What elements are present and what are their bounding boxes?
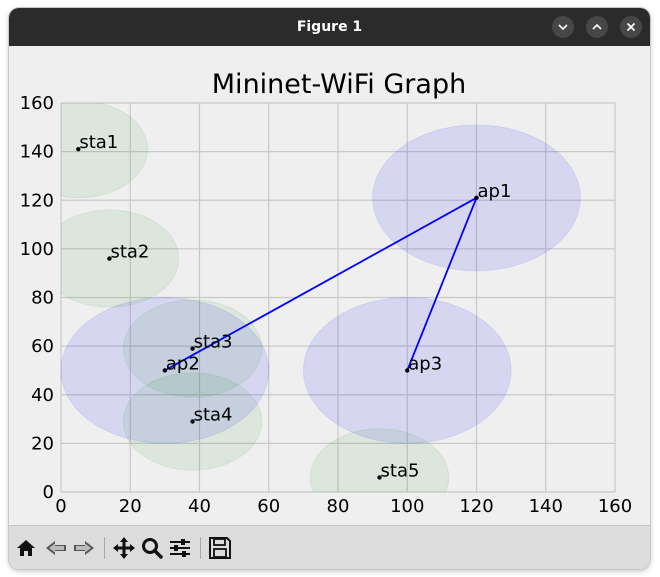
x-tick-label: 40 [188, 496, 211, 517]
node-label-ap1: ap1 [478, 181, 512, 202]
home-button[interactable] [13, 535, 39, 561]
y-tick-label: 40 [31, 385, 54, 406]
y-tick-label: 0 [43, 482, 54, 503]
y-tick-label: 160 [20, 93, 54, 114]
node-point-ap1 [474, 195, 479, 201]
node-point-sta3 [190, 346, 195, 351]
forward-button[interactable] [71, 535, 97, 561]
chart-canvas[interactable]: Mininet-WiFi Graph sta1 sta2 sta3 sta4 sta5 a… [9, 46, 650, 525]
node-label-sta2: sta2 [110, 242, 149, 263]
close-button[interactable] [620, 16, 642, 38]
grid [60, 102, 616, 493]
pan-button[interactable] [111, 535, 137, 561]
node-label-sta3: sta3 [194, 332, 233, 353]
node-label-ap2: ap2 [166, 353, 200, 374]
configure-subplots-button[interactable] [167, 535, 193, 561]
x-tick-label: 140 [529, 496, 563, 517]
toolbar-separator [200, 537, 201, 559]
zoom-button[interactable] [139, 535, 165, 561]
toolbar-separator [104, 537, 105, 559]
navigation-toolbar [9, 525, 650, 569]
title-bar[interactable]: Figure 1 [9, 8, 650, 46]
node-label-sta1: sta1 [79, 132, 118, 153]
configure-subplots-icon [170, 539, 190, 557]
range-circle-sta2 [61, 209, 180, 308]
link-ap1-ap2 [164, 197, 477, 372]
figure-window: Figure 1 Mininet-WiFi Graph sta1 sta2 sta3… [9, 8, 650, 569]
chart-title: Mininet-WiFi Graph [212, 69, 466, 100]
home-icon [17, 540, 35, 556]
x-tick-label: 60 [257, 496, 280, 517]
range-circles [61, 103, 581, 492]
range-circle-sta5 [309, 428, 450, 492]
x-tick-label: 20 [119, 496, 142, 517]
close-icon [626, 22, 636, 32]
maximize-button[interactable] [586, 16, 608, 38]
node-point-ap3 [405, 368, 410, 373]
x-tick-label: 0 [55, 496, 66, 517]
save-button[interactable] [207, 535, 233, 561]
window-title: Figure 1 [296, 19, 363, 35]
node-point-sta1 [76, 146, 81, 152]
range-circle-sta1 [61, 103, 149, 199]
x-tick-label: 100 [390, 496, 424, 517]
node-label-sta5: sta5 [381, 460, 420, 481]
maximize-icon [592, 23, 602, 30]
zoom-icon [142, 538, 163, 559]
node-label-ap3: ap3 [408, 353, 442, 374]
y-tick-label: 20 [31, 433, 54, 454]
node-point-ap2 [162, 368, 168, 373]
tick-labels: 0 20 40 60 80 100 120 140 160 0 20 40 60 80 100 120 140 1… [20, 93, 633, 517]
nodes: sta1 sta2 sta3 sta4 sta5 ap1 ap2 ap3 [76, 132, 511, 481]
y-tick-label: 100 [20, 239, 54, 260]
minimize-icon [558, 24, 568, 31]
pan-icon [113, 537, 135, 559]
links [164, 197, 478, 372]
link-ap1-ap3 [406, 197, 478, 371]
node-point-sta4 [190, 419, 195, 424]
y-tick-label: 80 [31, 288, 54, 309]
x-tick-label: 120 [459, 496, 493, 517]
x-tick-label: 160 [598, 496, 632, 517]
y-tick-label: 140 [20, 142, 54, 163]
forward-icon [74, 541, 94, 555]
save-icon [209, 537, 231, 559]
minimize-button[interactable] [552, 16, 574, 38]
back-icon [46, 541, 66, 555]
back-button[interactable] [43, 535, 69, 561]
node-point-sta2 [107, 256, 112, 261]
node-label-sta4: sta4 [194, 404, 233, 425]
node-point-sta5 [377, 475, 382, 480]
y-tick-label: 60 [31, 336, 54, 357]
y-tick-label: 120 [20, 190, 54, 211]
x-tick-label: 80 [327, 496, 350, 517]
